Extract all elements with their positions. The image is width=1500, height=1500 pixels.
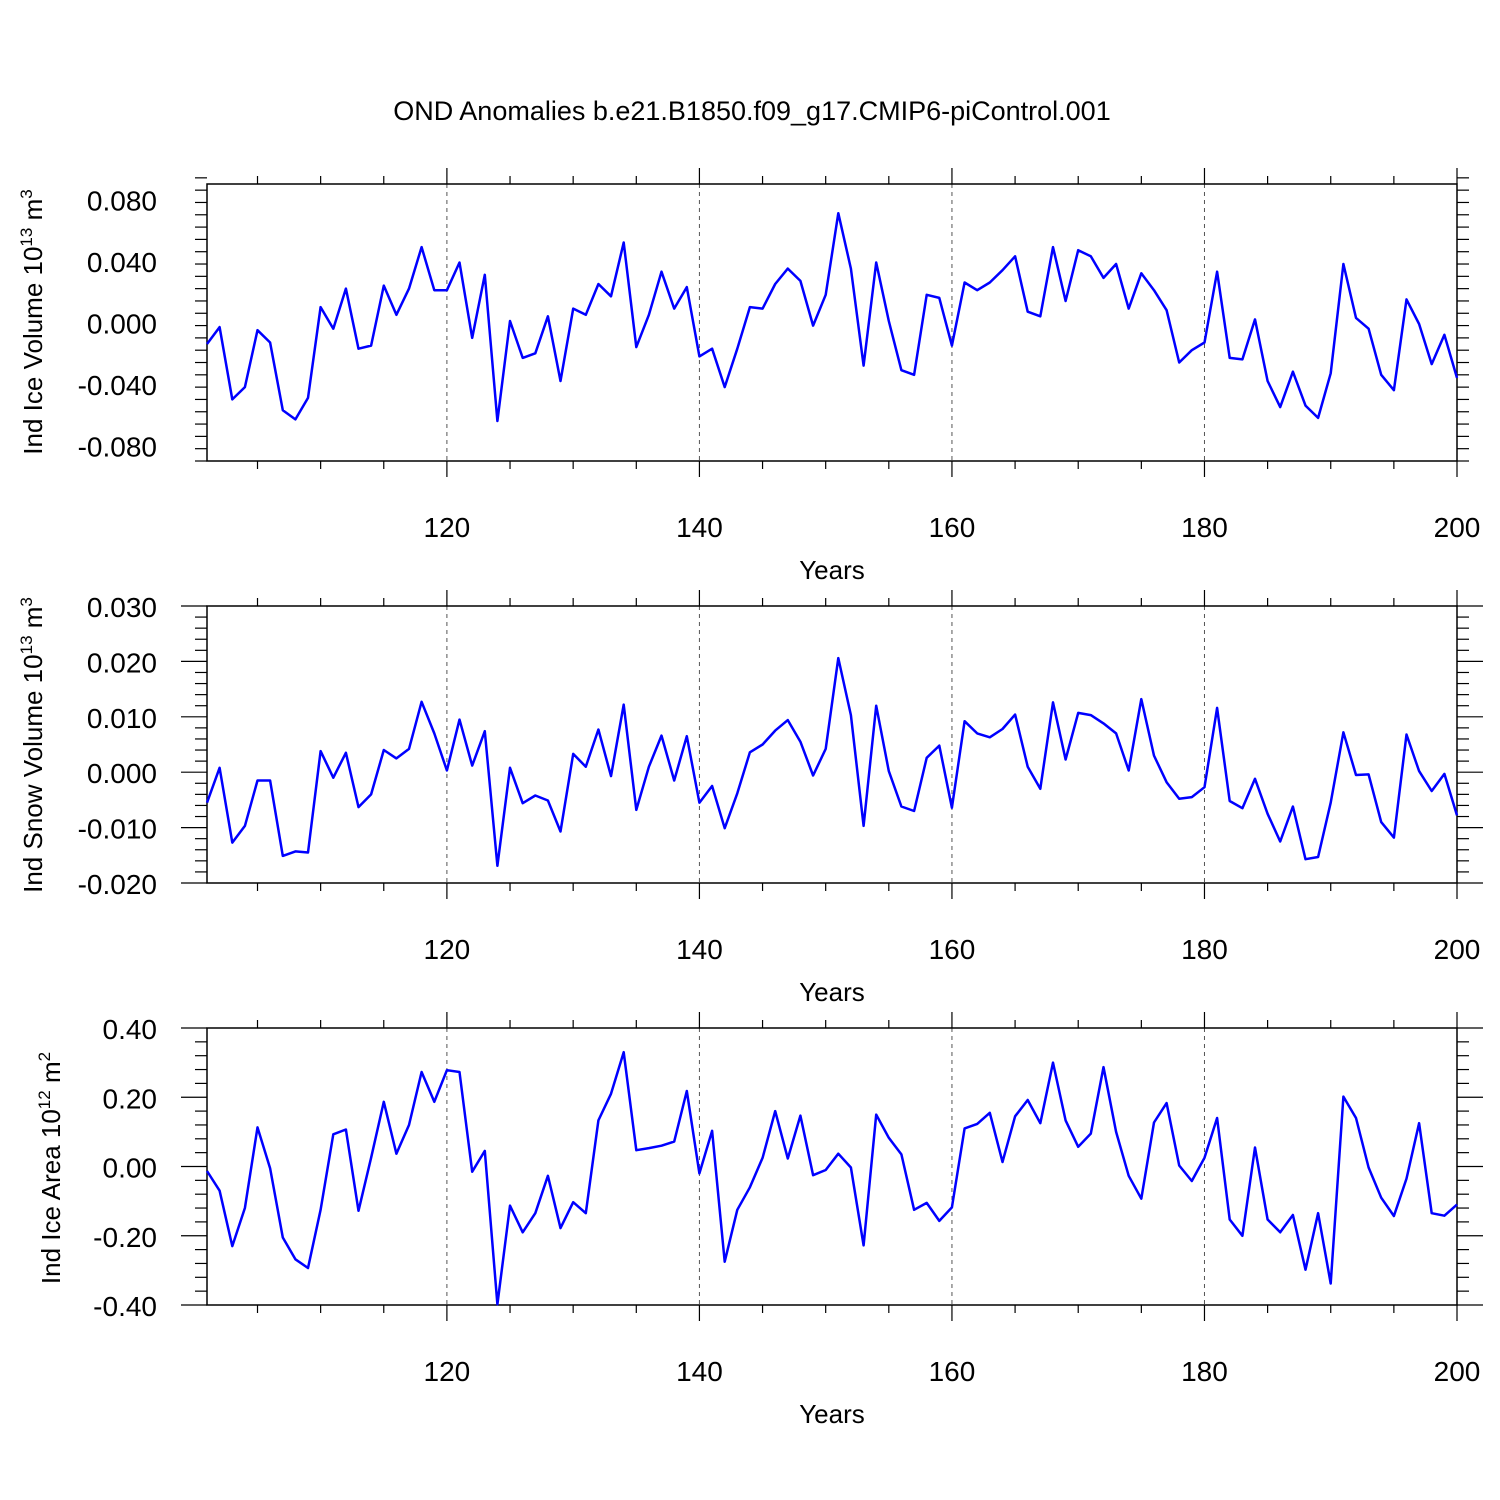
x-tick-label: 120 bbox=[424, 1356, 471, 1387]
series-line bbox=[205, 1050, 1458, 1306]
y-tick-label: -0.010 bbox=[78, 814, 157, 845]
y-tick-label: -0.20 bbox=[93, 1222, 157, 1253]
y-tick-label: -0.080 bbox=[78, 432, 157, 463]
y-tick-label: 0.040 bbox=[87, 247, 157, 278]
x-tick-label: 160 bbox=[929, 512, 976, 543]
x-axis-label: Years bbox=[799, 977, 865, 1007]
x-axis-label: Years bbox=[799, 555, 865, 585]
plot-frame bbox=[206, 183, 1458, 462]
x-tick-label: 140 bbox=[676, 934, 723, 965]
plot-frame bbox=[206, 1027, 1458, 1306]
x-tick-label: 200 bbox=[1434, 934, 1481, 965]
y-tick-label: 0.000 bbox=[87, 758, 157, 789]
x-tick-label: 140 bbox=[676, 512, 723, 543]
x-tick-label: 160 bbox=[929, 934, 976, 965]
x-tick-label: 160 bbox=[929, 1356, 976, 1387]
y-tick-label: -0.40 bbox=[93, 1291, 157, 1322]
x-tick-label: 120 bbox=[424, 512, 471, 543]
y-tick-label: 0.00 bbox=[103, 1153, 158, 1184]
x-tick-label: 200 bbox=[1434, 512, 1481, 543]
x-tick-label: 180 bbox=[1181, 1356, 1228, 1387]
y-tick-label: 0.030 bbox=[87, 592, 157, 623]
x-axis-label: Years bbox=[799, 1399, 865, 1429]
x-tick-label: 120 bbox=[424, 934, 471, 965]
panel-ice-area: -0.40 -0.20 0.00 0.20 0.40 120 140 160 180 200 Yea… bbox=[35, 1012, 1483, 1429]
y-tick-label: 0.20 bbox=[103, 1083, 158, 1114]
y-tick-label: 0.000 bbox=[87, 309, 157, 340]
y-tick-label: 0.020 bbox=[87, 647, 157, 678]
plot-frame bbox=[206, 605, 1458, 884]
series-line bbox=[205, 656, 1459, 868]
figure-title: OND Anomalies b.e21.B1850.f09_g17.CMIP6-… bbox=[393, 96, 1110, 126]
x-tick-label: 140 bbox=[676, 1356, 723, 1387]
series-line bbox=[205, 211, 1459, 423]
x-tick-label: 180 bbox=[1181, 934, 1228, 965]
y-tick-label: -0.040 bbox=[78, 370, 157, 401]
y-axis-label: Ind Snow Volume 1013 m3 bbox=[17, 597, 48, 893]
y-tick-label: -0.020 bbox=[78, 869, 157, 900]
y-axis-label: Ind Ice Area 1012 m2 bbox=[35, 1052, 66, 1284]
x-tick-label: 200 bbox=[1434, 1356, 1481, 1387]
panel-snow-volume: -0.020 -0.010 0.000 0.010 0.020 0.030 120 140 16… bbox=[17, 590, 1483, 1007]
y-axis-label: Ind Ice Volume 1013 m3 bbox=[17, 189, 48, 454]
y-tick-label: 0.40 bbox=[103, 1014, 158, 1045]
x-tick-label: 180 bbox=[1181, 512, 1228, 543]
panel-ice-volume: -0.080 -0.040 0.000 0.040 0.080 120 140 160 180 2… bbox=[17, 168, 1480, 585]
y-tick-label: 0.010 bbox=[87, 703, 157, 734]
y-tick-label: 0.080 bbox=[87, 185, 157, 216]
